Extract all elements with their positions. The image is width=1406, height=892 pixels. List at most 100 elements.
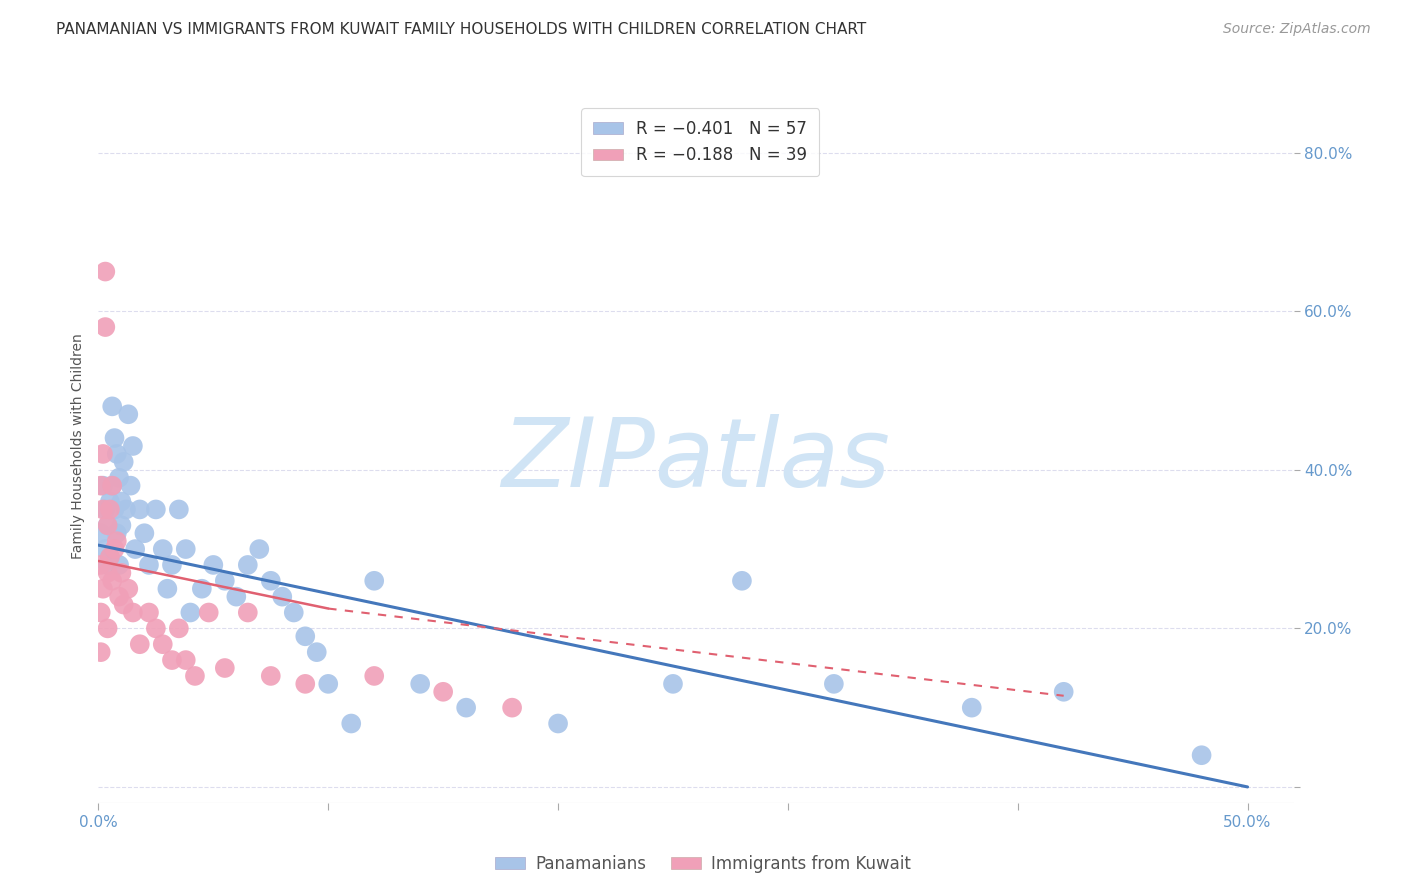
Point — [1053, 685, 1076, 699]
Point — [115, 502, 138, 516]
Point — [108, 590, 131, 604]
Point — [138, 606, 160, 620]
Point — [731, 574, 754, 588]
Point — [316, 677, 339, 691]
Point — [179, 606, 201, 620]
Point — [108, 471, 131, 485]
Point — [260, 669, 283, 683]
Point — [294, 677, 316, 691]
Point — [547, 716, 569, 731]
Point — [108, 558, 131, 572]
Point — [128, 502, 150, 516]
Point — [90, 645, 112, 659]
Point — [145, 621, 167, 635]
Text: PANAMANIAN VS IMMIGRANTS FROM KUWAIT FAMILY HOUSEHOLDS WITH CHILDREN CORRELATION: PANAMANIAN VS IMMIGRANTS FROM KUWAIT FAM… — [56, 22, 866, 37]
Point — [128, 637, 150, 651]
Point — [97, 558, 120, 572]
Point — [260, 574, 283, 588]
Point — [91, 582, 114, 596]
Point — [124, 542, 146, 557]
Point — [112, 598, 135, 612]
Point — [103, 502, 125, 516]
Point — [110, 566, 132, 580]
Point — [202, 558, 225, 572]
Legend: R = −0.401   N = 57, R = −0.188   N = 39: R = −0.401 N = 57, R = −0.188 N = 39 — [582, 108, 820, 176]
Point — [145, 502, 167, 516]
Point — [134, 526, 156, 541]
Point — [94, 264, 117, 278]
Point — [1191, 748, 1213, 763]
Point — [98, 549, 121, 564]
Point — [225, 590, 247, 604]
Point — [94, 502, 117, 516]
Point — [305, 645, 328, 659]
Point — [112, 455, 135, 469]
Point — [167, 502, 190, 516]
Point — [122, 606, 145, 620]
Point — [160, 653, 183, 667]
Point — [97, 621, 120, 635]
Point — [501, 700, 523, 714]
Point — [214, 574, 236, 588]
Text: ZIPatlas: ZIPatlas — [502, 414, 890, 507]
Point — [174, 542, 197, 557]
Point — [110, 494, 132, 508]
Point — [94, 542, 117, 557]
Y-axis label: Family Households with Children: Family Households with Children — [72, 333, 86, 559]
Point — [101, 400, 124, 414]
Point — [98, 549, 121, 564]
Point — [156, 582, 179, 596]
Point — [160, 558, 183, 572]
Point — [91, 502, 114, 516]
Point — [197, 606, 219, 620]
Point — [214, 661, 236, 675]
Point — [138, 558, 160, 572]
Point — [101, 478, 124, 492]
Point — [90, 478, 112, 492]
Point — [271, 590, 294, 604]
Point — [456, 700, 478, 714]
Point — [90, 558, 112, 572]
Point — [363, 669, 385, 683]
Point — [117, 582, 139, 596]
Point — [823, 677, 845, 691]
Point — [98, 502, 121, 516]
Point — [101, 574, 124, 588]
Point — [91, 478, 114, 492]
Point — [174, 653, 197, 667]
Point — [152, 637, 174, 651]
Point — [184, 669, 207, 683]
Point — [98, 494, 121, 508]
Point — [101, 478, 124, 492]
Point — [191, 582, 214, 596]
Point — [167, 621, 190, 635]
Point — [105, 526, 128, 541]
Point — [294, 629, 316, 643]
Text: Source: ZipAtlas.com: Source: ZipAtlas.com — [1223, 22, 1371, 37]
Point — [122, 439, 145, 453]
Point — [97, 566, 120, 580]
Point — [91, 447, 114, 461]
Point — [90, 606, 112, 620]
Legend: Panamanians, Immigrants from Kuwait: Panamanians, Immigrants from Kuwait — [488, 848, 918, 880]
Point — [283, 606, 305, 620]
Point — [103, 542, 125, 557]
Point — [340, 716, 363, 731]
Point — [97, 518, 120, 533]
Point — [409, 677, 432, 691]
Point — [110, 518, 132, 533]
Point — [105, 447, 128, 461]
Point — [90, 526, 112, 541]
Point — [152, 542, 174, 557]
Point — [662, 677, 685, 691]
Point — [363, 574, 385, 588]
Point — [94, 320, 117, 334]
Point — [120, 478, 142, 492]
Point — [432, 685, 454, 699]
Point — [105, 534, 128, 549]
Point — [236, 558, 259, 572]
Point — [117, 407, 139, 421]
Point — [960, 700, 983, 714]
Point — [236, 606, 259, 620]
Point — [103, 431, 125, 445]
